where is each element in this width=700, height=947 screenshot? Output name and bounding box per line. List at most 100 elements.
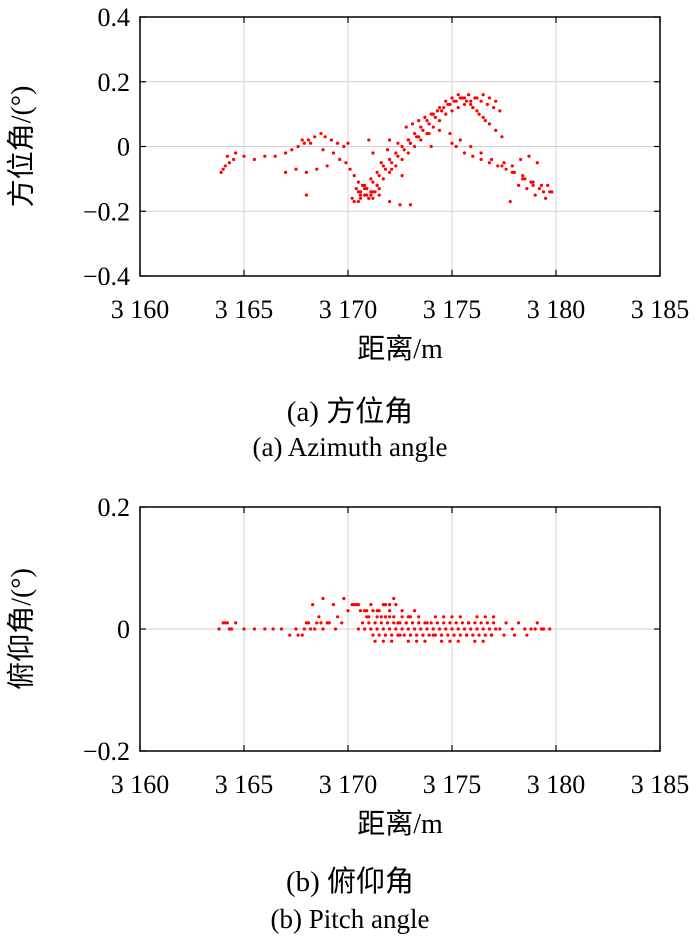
data-point	[429, 112, 433, 116]
data-point	[412, 609, 417, 613]
azimuth-scatter-chart: 3 160 3 165 3 170 3 175 3 180 3 185 −0.4 −0.2 0 0…	[6, 3, 690, 365]
data-point	[425, 119, 429, 123]
data-point	[313, 135, 317, 139]
data-point	[396, 141, 400, 145]
data-point	[304, 621, 308, 625]
data-point	[377, 186, 381, 191]
data-point	[481, 639, 485, 643]
data-point	[315, 621, 319, 625]
data-point	[419, 627, 423, 631]
data-point	[232, 157, 236, 162]
data-point	[263, 627, 267, 631]
data-point	[494, 627, 498, 631]
data-point	[344, 161, 348, 165]
data-point	[288, 633, 292, 637]
data-point	[494, 128, 498, 132]
data-point	[302, 627, 306, 631]
data-point	[360, 621, 365, 625]
data-point	[296, 144, 300, 149]
data-point	[481, 93, 485, 97]
data-point	[402, 148, 406, 152]
data-point	[400, 615, 404, 619]
data-point	[352, 174, 356, 178]
x-tick-label: 3 175	[423, 295, 482, 324]
y-axis-label: 俯仰角/(°)	[6, 568, 38, 690]
figure-pitch: 3 160 3 165 3 170 3 175 3 180 3 185 −0.2 0 0.2 距离…	[0, 480, 700, 947]
data-point	[419, 125, 423, 129]
data-point	[469, 102, 473, 107]
data-point	[388, 170, 392, 174]
data-point	[375, 615, 379, 619]
data-point	[371, 633, 375, 637]
data-point	[440, 639, 444, 643]
data-point	[304, 193, 308, 197]
data-point	[234, 621, 238, 625]
data-point	[369, 627, 373, 631]
data-point	[375, 627, 379, 631]
data-point	[479, 621, 483, 625]
data-point	[358, 196, 363, 200]
data-point	[487, 627, 492, 631]
data-point	[402, 633, 406, 637]
data-point	[500, 135, 504, 139]
data-point	[390, 167, 394, 171]
data-point	[421, 633, 425, 637]
data-point	[512, 170, 517, 174]
data-point	[406, 615, 410, 619]
data-point	[483, 633, 487, 637]
data-point	[469, 144, 473, 149]
data-point	[388, 603, 392, 607]
data-point	[306, 138, 311, 142]
data-point	[450, 141, 454, 145]
data-point	[385, 148, 390, 152]
data-point	[319, 131, 323, 136]
data-point	[487, 96, 492, 100]
data-point	[315, 167, 319, 171]
data-point	[302, 141, 306, 145]
data-point	[550, 190, 554, 194]
data-point	[394, 603, 398, 607]
data-point	[394, 627, 398, 631]
data-point	[437, 128, 442, 132]
data-point	[458, 138, 462, 142]
data-point	[440, 109, 444, 113]
data-point	[410, 621, 415, 625]
data-point	[379, 615, 383, 619]
data-point	[529, 627, 533, 631]
data-point	[365, 193, 369, 197]
data-point	[531, 183, 535, 187]
data-point	[500, 164, 504, 168]
x-tick-label: 3 170	[319, 295, 378, 324]
data-point	[489, 157, 494, 162]
data-point	[321, 596, 325, 601]
data-point	[398, 203, 402, 207]
data-point	[469, 99, 473, 103]
data-point	[519, 157, 523, 162]
data-point	[234, 151, 238, 155]
data-point	[388, 615, 392, 619]
data-point	[473, 639, 477, 643]
data-point	[325, 621, 329, 625]
data-point	[458, 633, 462, 637]
data-point	[321, 148, 325, 152]
data-point	[460, 96, 464, 100]
data-point	[323, 135, 327, 139]
data-point	[252, 157, 256, 162]
data-point	[242, 627, 246, 631]
data-point	[442, 615, 446, 619]
x-tick-label: 3 160	[111, 295, 170, 324]
data-point	[473, 96, 477, 100]
data-point	[483, 615, 487, 619]
data-point	[273, 154, 277, 158]
data-point	[504, 167, 508, 171]
data-point	[485, 621, 489, 625]
y-tick-label: 0	[117, 615, 130, 644]
data-point	[300, 138, 304, 142]
data-point	[523, 627, 527, 631]
data-point	[539, 183, 544, 187]
data-point	[471, 154, 475, 158]
data-point	[471, 633, 475, 637]
caption-pitch-cn: (b) 俯仰角	[285, 866, 415, 898]
data-point	[498, 627, 502, 631]
data-point	[367, 138, 371, 142]
